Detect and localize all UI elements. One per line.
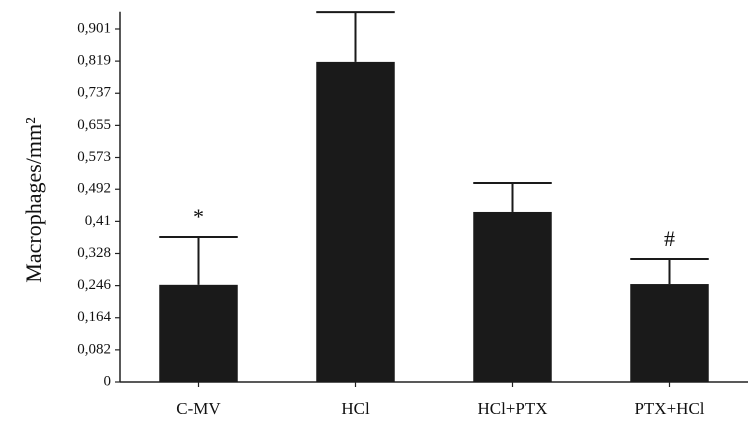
y-tick-label: 0,41 <box>85 213 111 229</box>
bar <box>473 211 552 382</box>
y-tick-label: 0,573 <box>77 149 111 165</box>
y-tick-label: 0,492 <box>77 181 111 197</box>
y-tick-label: 0,655 <box>77 117 111 133</box>
y-tick-label: 0,328 <box>77 245 111 261</box>
x-tick-label: HCl+PTX <box>477 399 547 418</box>
y-tick-label: 0,901 <box>77 20 111 36</box>
annotation: # <box>664 226 675 251</box>
y-tick-label: 0,164 <box>77 309 111 325</box>
x-tick-label: PTX+HCl <box>634 399 704 418</box>
x-tick-label: C-MV <box>176 399 221 418</box>
y-tick-label: 0,737 <box>77 85 111 101</box>
annotation: * <box>193 204 204 229</box>
y-axis-label: Macrophages/mm² <box>21 117 46 283</box>
y-tick-label: 0,819 <box>77 53 111 69</box>
bar <box>316 61 395 382</box>
y-tick-label: 0,246 <box>77 277 111 293</box>
x-tick-label: HCl <box>341 399 370 418</box>
y-tick-label: 0 <box>104 373 112 389</box>
bar <box>630 284 709 382</box>
bar <box>159 284 238 382</box>
y-tick-label: 0,082 <box>77 341 111 357</box>
